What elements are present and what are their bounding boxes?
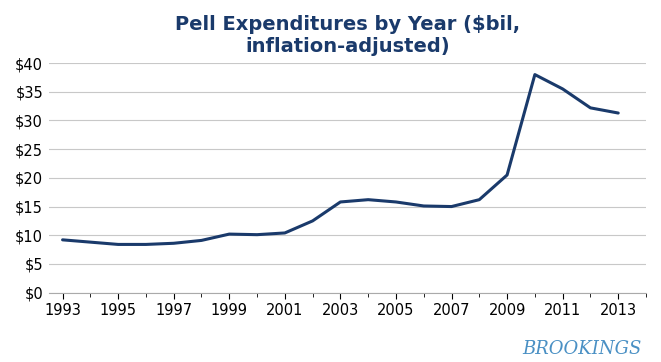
Title: Pell Expenditures by Year ($bil,
inflation-adjusted): Pell Expenditures by Year ($bil, inflati… (175, 15, 520, 56)
Text: BROOKINGS: BROOKINGS (522, 340, 641, 358)
